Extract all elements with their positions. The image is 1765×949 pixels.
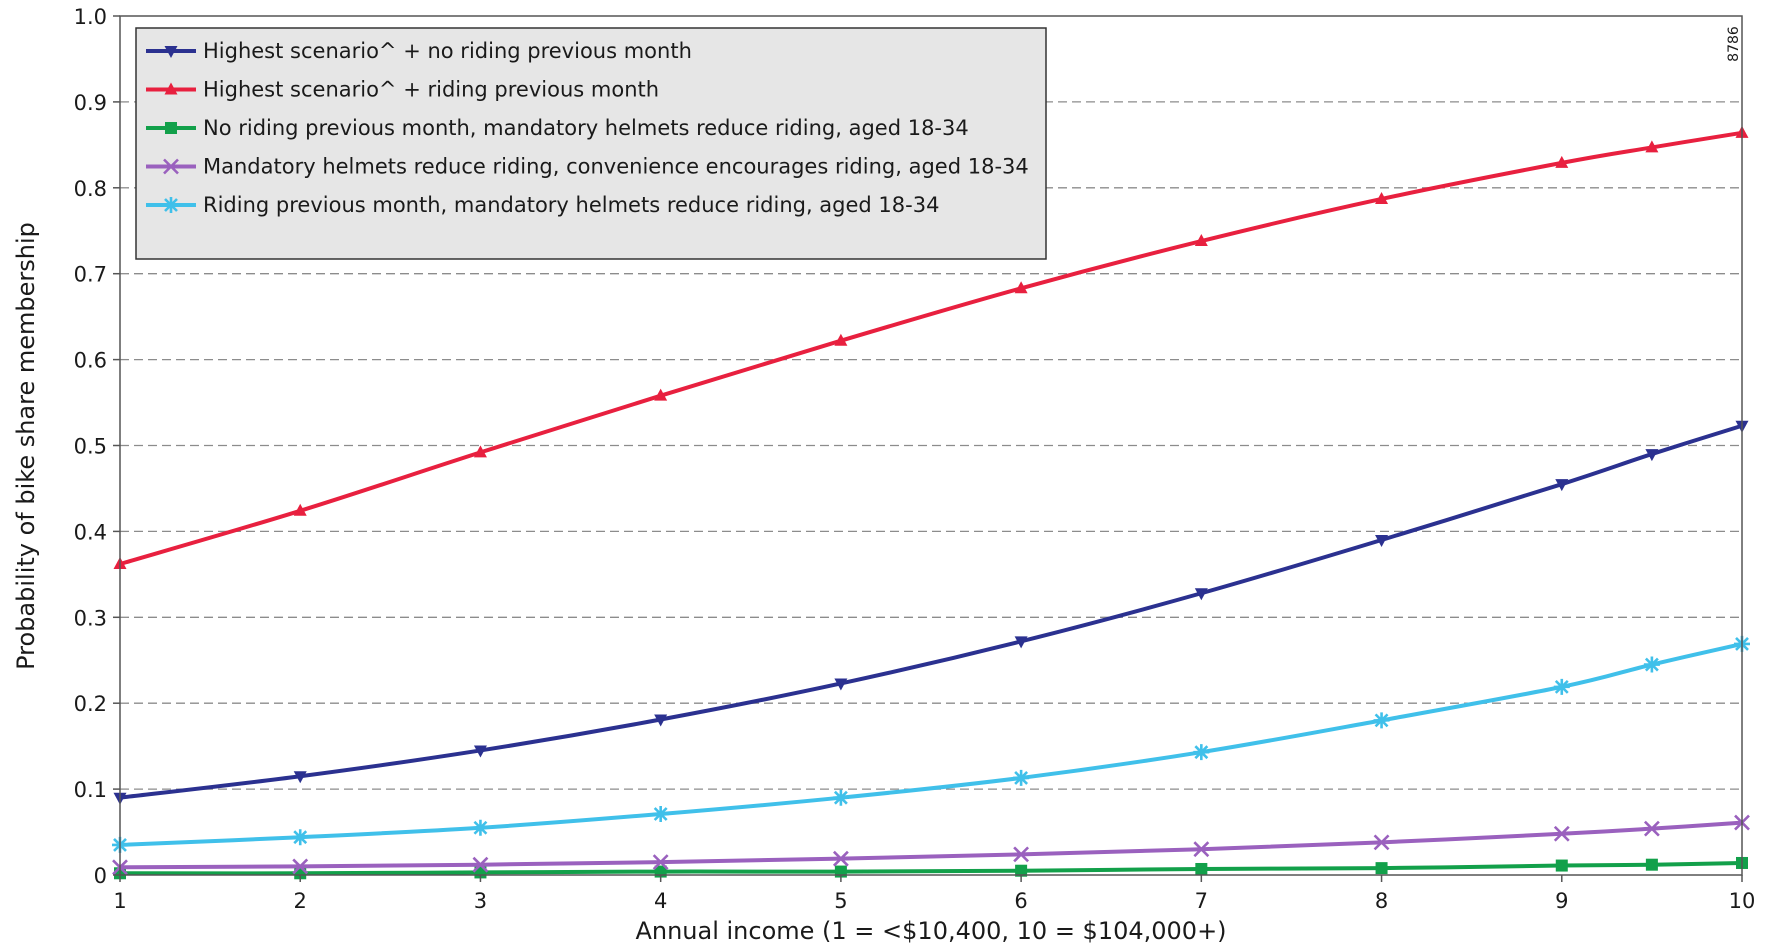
legend-marker <box>163 158 179 175</box>
y-tick-label: 0.1 <box>74 778 107 802</box>
x-tick-label: 1 <box>113 889 126 913</box>
data-point <box>1555 859 1568 872</box>
x-tick-label: 9 <box>1555 889 1568 913</box>
legend-box <box>135 27 1047 260</box>
data-point <box>292 829 309 846</box>
data-point <box>652 854 669 871</box>
legend-marker <box>164 82 178 95</box>
legend-marker <box>165 122 177 134</box>
x-tick-label: 2 <box>294 889 307 913</box>
legend-item: Riding previous month, mandatory helmets… <box>146 193 939 217</box>
y-tick-label: 0.9 <box>74 91 107 115</box>
data-point <box>1013 846 1030 863</box>
y-axis-title: Probability of bike share membership <box>12 222 40 670</box>
series-2 <box>113 125 1749 570</box>
legend-label: Highest scenario^ + no riding previous m… <box>203 39 692 63</box>
data-point <box>1373 834 1390 851</box>
data-point <box>834 678 848 691</box>
series-lines <box>112 125 1750 880</box>
x-tick-label: 4 <box>654 889 667 913</box>
y-tick-label: 0 <box>94 864 107 888</box>
data-point <box>1375 862 1388 875</box>
x-tick-label: 3 <box>474 889 487 913</box>
data-point <box>1375 534 1389 547</box>
data-point <box>1553 678 1570 695</box>
data-point <box>1014 281 1028 294</box>
data-point <box>1193 841 1210 858</box>
series-line <box>118 820 1744 870</box>
data-point <box>473 745 487 758</box>
data-point <box>654 714 668 727</box>
data-point <box>1195 862 1208 875</box>
data-point <box>1645 140 1659 153</box>
x-tick-label: 5 <box>834 889 847 913</box>
data-point <box>1555 155 1569 168</box>
legend-label: Highest scenario^ + riding previous mont… <box>203 78 659 102</box>
legend-item: Highest scenario^ + riding previous mont… <box>146 78 659 102</box>
y-tick-label: 1.0 <box>74 5 107 29</box>
data-point <box>832 850 849 867</box>
x-axis-ticks: 1 2 3 4 5 6 7 8 9 10 <box>113 875 1755 913</box>
data-point <box>292 858 309 875</box>
legend-item: No riding previous month, mandatory helm… <box>146 116 969 140</box>
data-point <box>293 771 307 784</box>
data-point <box>1015 864 1028 877</box>
legend: Highest scenario^ + no riding previous m… <box>135 27 1047 260</box>
data-point <box>1643 820 1660 837</box>
x-axis-title: Annual income (1 = <$10,400, 10 = $104,0… <box>635 917 1226 945</box>
series-1 <box>113 420 1749 805</box>
x-tick-label: 10 <box>1729 889 1756 913</box>
data-point <box>1645 449 1659 462</box>
y-tick-label: 0.2 <box>74 692 107 716</box>
y-tick-label: 0.3 <box>74 606 107 630</box>
legend-marker <box>164 46 178 58</box>
y-tick-label: 0.7 <box>74 263 107 287</box>
legend-item: Mandatory helmets reduce riding, conveni… <box>146 155 1029 179</box>
series-line <box>118 641 1744 847</box>
data-point <box>652 806 669 823</box>
y-axis-ticks: 0 0.1 0.2 0.3 0.4 0.5 0.6 0.7 0.8 0.9 1.0 <box>74 5 120 888</box>
x-tick-label: 7 <box>1195 889 1208 913</box>
y-tick-label: 0.6 <box>74 349 107 373</box>
data-point <box>472 856 489 873</box>
data-point <box>1643 656 1660 673</box>
data-point <box>1014 636 1028 649</box>
data-point <box>834 333 848 346</box>
data-point <box>1013 769 1030 786</box>
data-point <box>473 445 487 458</box>
data-point <box>293 503 307 516</box>
data-point <box>1373 712 1390 729</box>
legend-marker <box>163 197 179 213</box>
data-point <box>1645 858 1658 871</box>
data-point <box>1194 588 1208 601</box>
legend-label: Mandatory helmets reduce riding, conveni… <box>203 155 1029 179</box>
data-point <box>472 819 489 836</box>
y-tick-label: 0.8 <box>74 177 107 201</box>
data-point <box>1555 479 1569 492</box>
data-point <box>654 388 668 401</box>
data-point <box>1194 234 1208 247</box>
legend-item: Highest scenario^ + no riding previous m… <box>146 39 692 63</box>
series-line <box>118 423 1744 800</box>
x-tick-label: 8 <box>1375 889 1388 913</box>
data-point <box>1375 191 1389 204</box>
y-tick-label: 0.4 <box>74 520 107 544</box>
series-5 <box>112 635 1750 853</box>
series-3 <box>114 856 1748 880</box>
legend-label: No riding previous month, mandatory helm… <box>203 116 969 140</box>
data-point <box>1193 744 1210 761</box>
data-point <box>1553 825 1570 842</box>
y-tick-label: 0.5 <box>74 435 107 459</box>
x-tick-label: 6 <box>1014 889 1027 913</box>
figure-code: 8786 <box>1726 26 1742 62</box>
legend-label: Riding previous month, mandatory helmets… <box>203 193 939 217</box>
data-point <box>832 789 849 806</box>
